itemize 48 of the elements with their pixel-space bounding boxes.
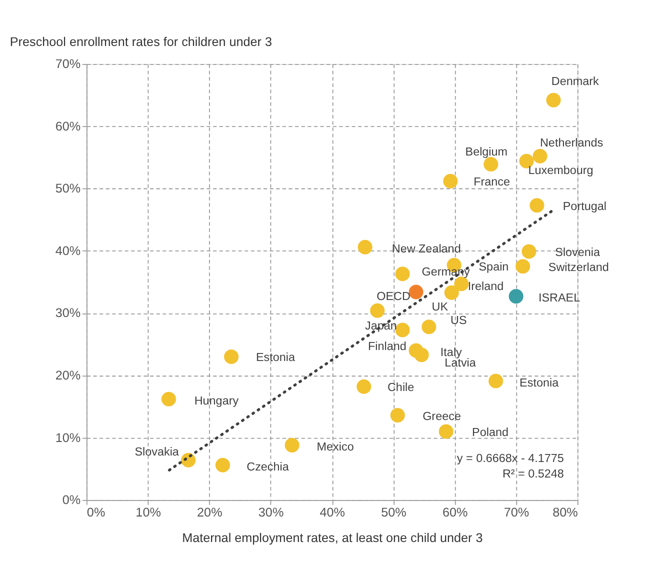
annotation: Estonia	[256, 351, 296, 364]
annotation: R² = 0.5248	[502, 467, 564, 480]
annotation: y = 0.6668x - 4.1775	[456, 452, 564, 466]
y-tick-label: 0%	[62, 493, 81, 508]
annotation: Switzerland	[548, 260, 609, 274]
annotation: Poland	[472, 426, 508, 439]
y-tick-label: 20%	[55, 368, 81, 382]
x-tick-label: 40%	[320, 506, 346, 520]
y-tick-label: 50%	[55, 182, 81, 196]
annotation: Czechia	[246, 460, 290, 474]
y-tick-label: 30%	[55, 306, 81, 320]
y-tick-label: 40%	[55, 244, 81, 258]
annotation: OECD	[376, 290, 410, 304]
annotation: Slovenia	[555, 246, 601, 259]
annotation: Denmark	[551, 74, 600, 88]
annotation: Luxembourg	[528, 164, 594, 177]
y-tick-label: 10%	[55, 430, 81, 445]
y-tick-label: 60%	[55, 119, 81, 134]
x-axis-title: Maternal employment rates, at least one child under 3	[182, 530, 483, 545]
x-tick-label: 60%	[442, 506, 468, 520]
annotation: Spain	[478, 260, 509, 274]
annotation: Mexico	[316, 440, 354, 454]
x-tick-label: 80%	[552, 506, 578, 520]
annotation: ISRAEL	[538, 292, 581, 305]
x-tick-label: 70%	[504, 506, 530, 520]
annotation: Italy	[440, 346, 462, 359]
annotation: New Zealand	[392, 242, 461, 256]
annotation: UK	[432, 300, 448, 314]
x-tick-label: 10%	[136, 506, 161, 520]
annotation: Greece	[422, 410, 461, 423]
chart-title: Preschool enrollment rates for children under 3	[10, 34, 272, 49]
annotation: France	[474, 176, 510, 189]
annotation: Latvia	[444, 356, 476, 370]
annotation: Chile	[387, 381, 414, 394]
annotation: Estonia	[520, 376, 560, 390]
x-tick-label: 50%	[381, 506, 406, 520]
annotation: Ireland	[468, 280, 504, 294]
annotation: Belgium	[465, 145, 508, 158]
annotation: Portugal	[562, 200, 606, 213]
x-tick-label: 0%	[86, 506, 106, 520]
y-tick-label: 70%	[55, 57, 81, 72]
annotation: Slovakia	[134, 446, 180, 459]
annotation: Hungary	[194, 394, 239, 408]
annotation: Finland	[368, 340, 406, 353]
x-tick-label: 30%	[258, 506, 284, 520]
annotation: Netherlands	[540, 136, 604, 150]
annotation: US	[450, 314, 467, 328]
x-tick-label: 20%	[197, 506, 222, 520]
